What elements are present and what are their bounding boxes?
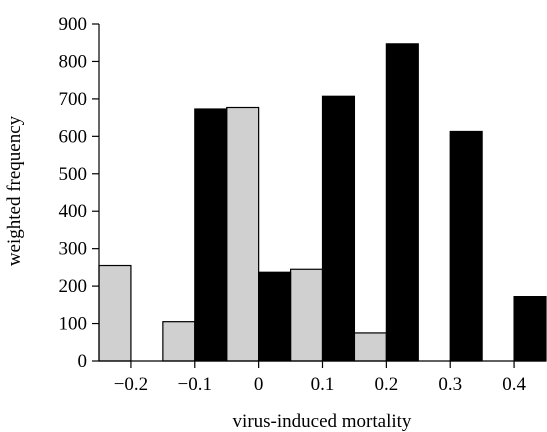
y-tick-label-0: 0 bbox=[78, 351, 88, 372]
bar-series1-1 bbox=[98, 264, 132, 362]
x-tick-label-4: 0.2 bbox=[374, 374, 398, 395]
bar-series2-2 bbox=[258, 271, 292, 362]
y-tick-label-500: 500 bbox=[59, 164, 88, 185]
bar-series1-2 bbox=[162, 321, 196, 362]
y-tick-label-700: 700 bbox=[59, 89, 88, 110]
y-tick-label-600: 600 bbox=[59, 126, 88, 147]
bar-series2-1 bbox=[194, 108, 228, 362]
x-tick-label-6: 0.4 bbox=[502, 374, 526, 395]
x-tick-label-0: −0.2 bbox=[114, 374, 148, 395]
axes-group: 0 100 200 300 400 500 600 700 800 900 −0.2 −0.1 0 0.1… bbox=[59, 14, 546, 395]
x-tick-label-2: 0 bbox=[254, 374, 264, 395]
y-tick-label-300: 300 bbox=[59, 239, 88, 260]
y-tick-label-900: 900 bbox=[59, 14, 88, 35]
x-tick-label-5: 0.3 bbox=[438, 374, 462, 395]
bar-series2-5 bbox=[449, 130, 483, 362]
y-tick-label-100: 100 bbox=[59, 314, 88, 335]
bar-series1-3 bbox=[226, 106, 260, 362]
y-tick-label-400: 400 bbox=[59, 201, 88, 222]
y-tick-label-200: 200 bbox=[59, 276, 88, 297]
bars-group bbox=[98, 43, 547, 362]
x-tick-label-3: 0.1 bbox=[311, 374, 335, 395]
bar-series2-3 bbox=[321, 95, 356, 362]
x-axis-title: virus-induced mortality bbox=[233, 411, 412, 432]
x-tick-label-1: −0.1 bbox=[178, 374, 212, 395]
bar-series2-4 bbox=[385, 43, 419, 362]
y-axis-title: weighted frequency bbox=[4, 115, 25, 266]
bar-series1-5 bbox=[353, 332, 387, 362]
bar-series1-4 bbox=[289, 268, 324, 362]
bar-series2-6 bbox=[513, 295, 547, 362]
y-tick-label-800: 800 bbox=[59, 51, 88, 72]
